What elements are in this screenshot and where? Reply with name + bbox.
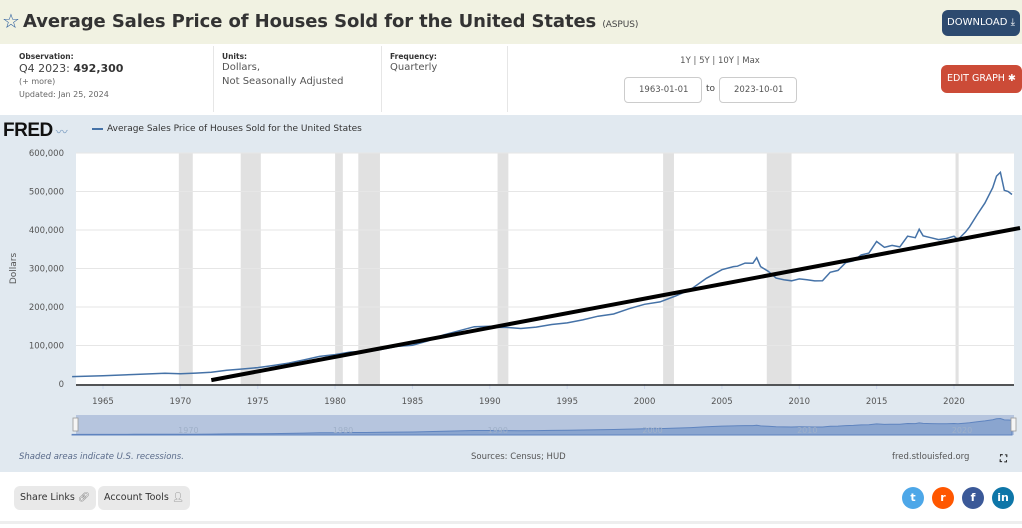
navigator-handle-right[interactable] (1010, 417, 1017, 432)
sources-note: Sources: Census; HUD (471, 452, 566, 462)
x-tick-label: 1970 (170, 397, 192, 407)
fullscreen-icon[interactable]: ⛶ (1000, 454, 1007, 465)
fred-chart-icon: 〰 (55, 125, 68, 139)
reddit-icon[interactable]: r (932, 487, 954, 509)
range-5y[interactable]: 5Y (699, 56, 710, 66)
trend-line-annotation (210, 226, 1021, 383)
frequency-block: Frequency: Quarterly (390, 44, 437, 114)
observation-block: Observation: Q4 2023: 492,300 (+ more) U… (19, 44, 123, 114)
download-icon: ⤓ (1010, 17, 1015, 28)
fred-logo-text: FRED (3, 120, 53, 141)
x-tick-label: 2005 (711, 397, 733, 407)
linkedin-icon[interactable]: in (992, 487, 1014, 509)
range-1y[interactable]: 1Y (680, 56, 691, 66)
y-axis-label: Dollars (9, 253, 19, 285)
series-title: Average Sales Price of Houses Sold for t… (23, 11, 597, 32)
to-label: to (706, 84, 716, 94)
page-title: Average Sales Price of Houses Sold for t… (23, 11, 638, 32)
legend-label: Average Sales Price of Houses Sold for t… (107, 124, 362, 134)
x-tick-label: 1995 (556, 397, 578, 407)
y-tick-label: 500,000 (29, 188, 64, 198)
fred-logo: FRED 〰 (3, 120, 68, 142)
y-tick-label: 300,000 (29, 265, 64, 275)
recession-note: Shaded areas indicate U.S. recessions. (19, 452, 184, 462)
observation-period: Q4 2023: (19, 62, 70, 75)
account-tools-label: Account Tools (104, 492, 169, 503)
y-tick-label: 600,000 (29, 149, 64, 159)
x-tick-label: 1990 (479, 397, 501, 407)
x-tick-label: 2000 (634, 397, 656, 407)
x-tick-label: 1965 (92, 397, 114, 407)
legend-swatch (92, 127, 103, 130)
x-tick-label: 2020 (943, 397, 965, 407)
updated-date: Updated: Jan 25, 2024 (19, 90, 109, 99)
facebook-icon[interactable]: f (962, 487, 984, 509)
x-tick-label: 1985 (402, 397, 424, 407)
y-tick-label: 0 (59, 380, 64, 390)
range-links: 1Y | 5Y | 10Y | Max (680, 56, 760, 66)
x-tick-label: 2015 (866, 397, 888, 407)
star-outline-icon[interactable]: ☆ (2, 9, 20, 33)
divider (381, 46, 382, 112)
navigator-label: 2020 (952, 426, 972, 435)
edit-graph-label: EDIT GRAPH (947, 73, 1005, 84)
frequency-value: Quarterly (390, 62, 438, 73)
y-tick-label: 200,000 (29, 303, 64, 313)
x-tick-label: 1975 (247, 397, 269, 407)
bottom-toolbar (0, 472, 1022, 524)
series-id: (ASPUS) (602, 20, 639, 30)
observation-label: Observation: (19, 52, 74, 61)
site-link[interactable]: fred.stlouisfed.org (892, 452, 970, 462)
navigator-series (71, 417, 1013, 436)
frequency-label: Frequency: (390, 52, 437, 61)
units-block: Units: Dollars, Not Seasonally Adjusted (222, 44, 344, 114)
title-bar: ☆ Average Sales Price of Houses Sold for… (0, 0, 1022, 44)
chart-legend: Average Sales Price of Houses Sold for t… (92, 124, 362, 134)
y-tick-label: 400,000 (29, 226, 64, 236)
navigator-label: 1970 (178, 426, 198, 435)
y-tick-label: 100,000 (29, 342, 64, 352)
navigator-handle-left[interactable] (72, 417, 79, 432)
user-icon: 👤︎ (171, 492, 184, 503)
edit-graph-button[interactable]: EDIT GRAPH ✱ (941, 65, 1022, 93)
navigator-label: 1980 (333, 426, 353, 435)
navigator-label: 1990 (488, 426, 508, 435)
divider (213, 46, 214, 112)
x-tick-label: 2010 (788, 397, 810, 407)
navigator-label: 2000 (642, 426, 662, 435)
range-max[interactable]: Max (742, 56, 760, 66)
units-value-2: Not Seasonally Adjusted (222, 76, 344, 87)
x-tick-label: 1980 (324, 397, 346, 407)
end-date-input[interactable]: 2023-10-01 (719, 77, 797, 103)
twitter-icon[interactable]: t (902, 487, 924, 509)
gear-icon: ✱ (1007, 73, 1016, 84)
link-icon: 🔗︎ (77, 492, 90, 503)
line-chart[interactable]: 0 100,000 200,000 300,000 400,000 500,000 600,… (0, 115, 1022, 452)
range-10y[interactable]: 10Y (717, 56, 734, 66)
more-link[interactable]: (+ more) (19, 77, 56, 86)
account-tools-button[interactable]: Account Tools 👤︎ (98, 486, 190, 510)
download-button[interactable]: DOWNLOAD ⤓ (942, 10, 1020, 36)
units-label: Units: (222, 52, 248, 61)
divider (507, 46, 508, 112)
navigator-label: 2010 (797, 426, 817, 435)
download-label: DOWNLOAD (947, 17, 1008, 28)
units-value-1: Dollars, (222, 62, 261, 73)
share-links-button[interactable]: Share Links 🔗︎ (14, 486, 96, 510)
series-line (72, 170, 1013, 378)
observation-value: 492,300 (73, 62, 124, 75)
start-date-input[interactable]: 1963-01-01 (624, 77, 702, 103)
observation-value-line: Q4 2023: 492,300 (19, 62, 123, 75)
share-links-label: Share Links (20, 492, 75, 503)
